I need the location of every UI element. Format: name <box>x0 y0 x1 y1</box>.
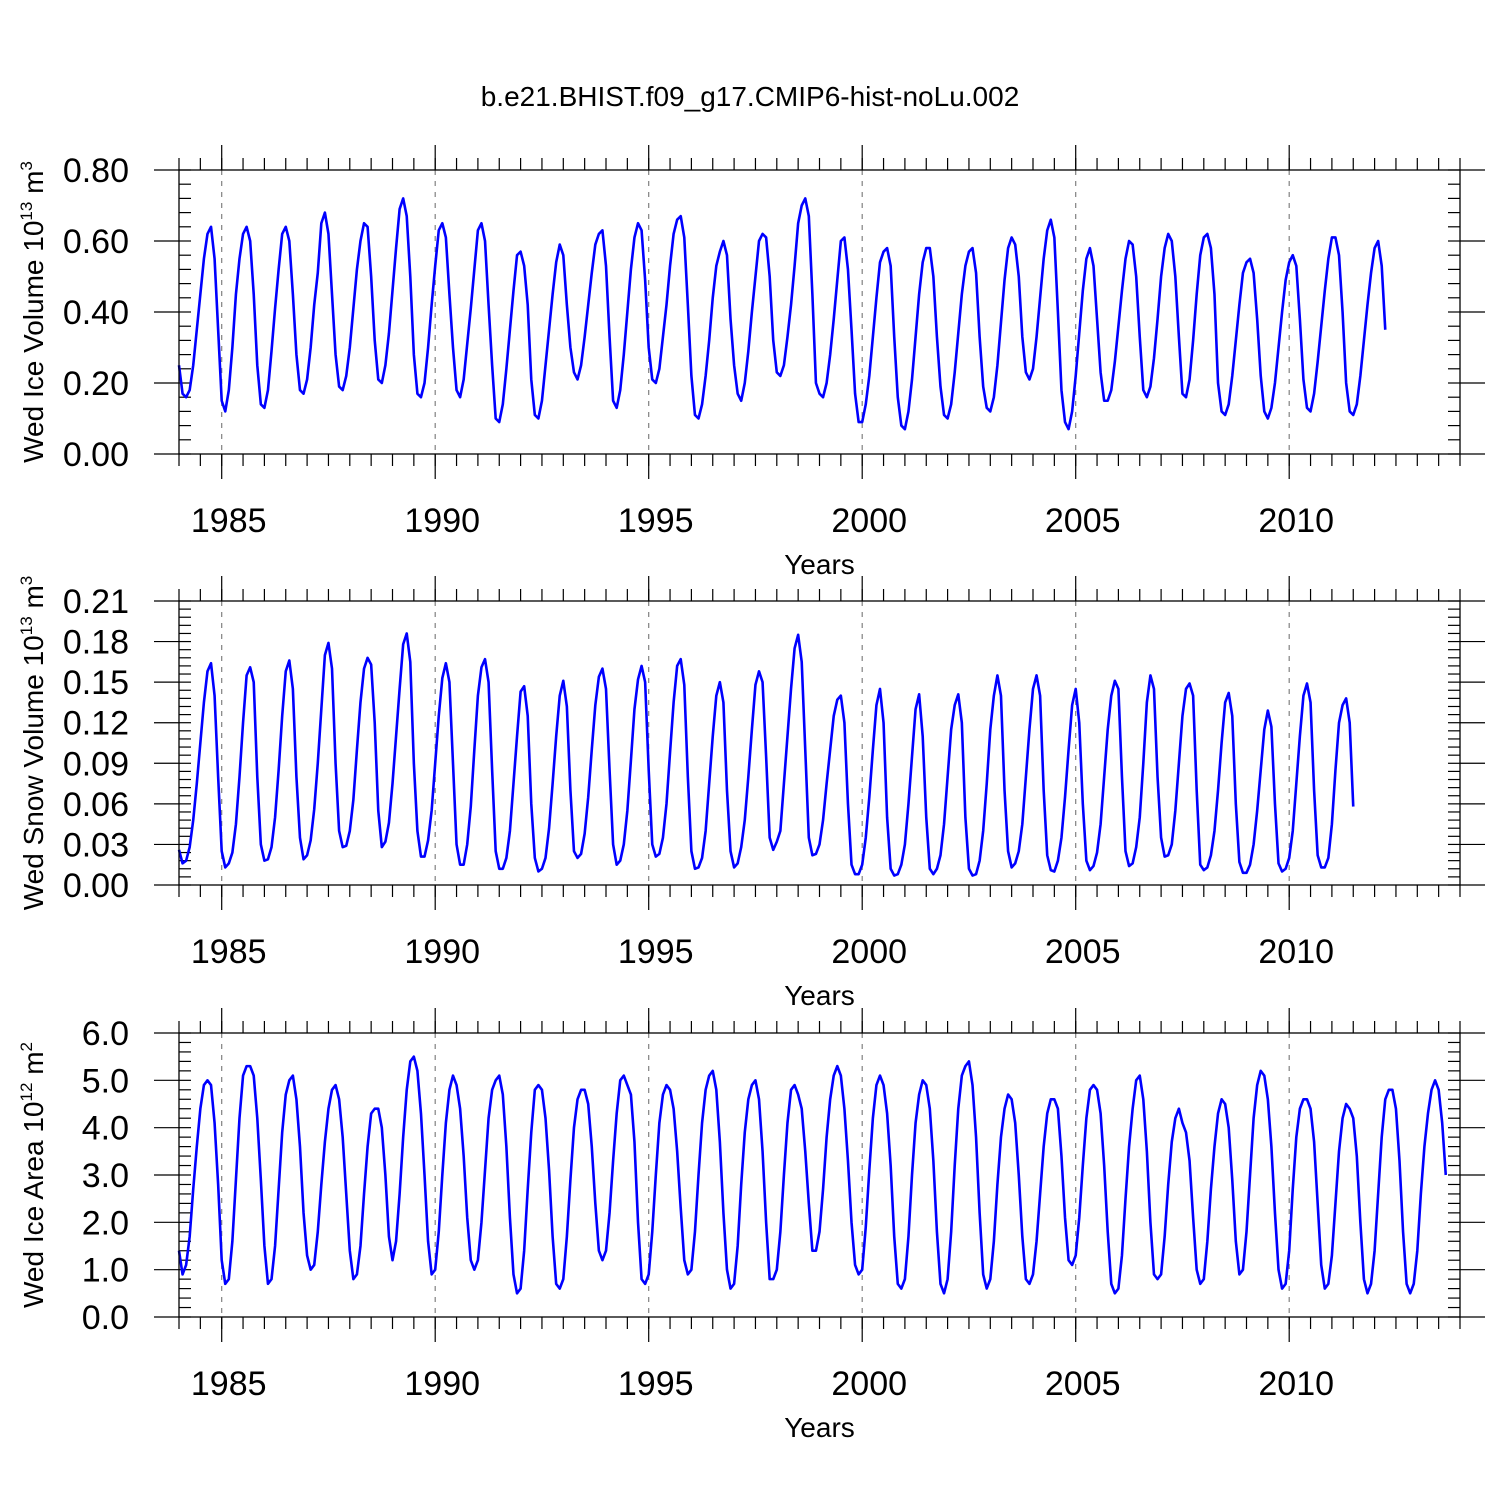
y-axis-title: Wed Ice Area 1012 m2 <box>17 1042 49 1308</box>
series-line-ice-area: Wed Ice Area <box>177 1055 1448 1295</box>
y-axis-title-part: Wed Ice Volume <box>18 252 49 463</box>
y-tick-label: 0.09 <box>63 745 129 783</box>
panel-snow-volume: 0.000.030.060.090.120.150.180.21 1985 1990… <box>17 576 1485 1011</box>
y-axis-title: Wed Snow Volume 1013 m3 <box>17 576 49 911</box>
y-tick-label: 0.60 <box>63 223 129 261</box>
y-tick-label: 6.0 <box>82 1015 129 1053</box>
panel-ice-area: 0.0 1.0 2.0 3.0 4.0 5.0 6.0 1985 1990 1995 2000 200… <box>17 1008 1485 1443</box>
x-axis-title: Years <box>784 1412 855 1443</box>
y-axis-title-part: 10 <box>18 635 49 666</box>
y-axis-title-part: 13 <box>17 202 36 221</box>
y-axis-title-part: 13 <box>17 616 36 635</box>
panel-ice-volume: 0.00 0.20 0.40 0.60 0.80 1985 1990 1995 2000 2005… <box>17 145 1485 580</box>
y-axis-title-part: 10 <box>18 1101 49 1132</box>
plot-frame <box>178 1032 1461 1318</box>
x-tick-label: 2010 <box>1258 933 1334 971</box>
y-tick-label: 0.12 <box>63 705 129 743</box>
y-axis-title-part: m <box>18 585 49 616</box>
y-axis-title-part: 10 <box>18 221 49 252</box>
y-axis-title-part: Wed Snow Volume <box>18 666 49 910</box>
x-tick-label: 1985 <box>191 1365 267 1403</box>
y-tick-label: 5.0 <box>82 1062 129 1100</box>
y-tick-label: 0.20 <box>63 365 129 403</box>
plot-frame <box>178 600 1461 886</box>
x-tick-label: 2005 <box>1045 933 1121 971</box>
panels: 0.00 0.20 0.40 0.60 0.80 1985 1990 1995 2000 2005… <box>17 145 1485 1443</box>
y-axis-title-part: 3 <box>17 576 36 585</box>
y-tick-label: 0.80 <box>63 152 129 190</box>
figure-title: b.e21.BHIST.f09_g17.CMIP6-hist-noLu.002 <box>481 81 1020 112</box>
y-tick-label: 0.15 <box>63 664 129 702</box>
y-tick-label: 0.00 <box>63 867 129 905</box>
y-tick-label: 0.03 <box>63 826 129 864</box>
series-line-ice-volume: Wed Ice Volume <box>177 197 1387 431</box>
x-tick-label: 2005 <box>1045 1365 1121 1403</box>
x-tick-label: 1995 <box>618 502 694 540</box>
x-tick-label: 1995 <box>618 1365 694 1403</box>
y-tick-label: 1.0 <box>82 1252 129 1290</box>
x-tick-label: 2000 <box>831 502 907 540</box>
y-tick-label: 0.00 <box>63 436 129 474</box>
x-tick-label: 1985 <box>191 502 267 540</box>
plot-frame <box>178 169 1461 455</box>
y-axis-title: Wed Ice Volume 1013 m3 <box>17 161 49 463</box>
y-axis-title-part: Wed Ice Area <box>18 1133 49 1308</box>
x-axis-title: Years <box>784 980 855 1011</box>
y-tick-label: 3.0 <box>82 1157 129 1195</box>
x-tick-label: 1990 <box>404 502 480 540</box>
x-tick-label: 2010 <box>1258 502 1334 540</box>
x-axis-title: Years <box>784 549 855 580</box>
x-tick-label: 1990 <box>404 933 480 971</box>
x-tick-label: 2010 <box>1258 1365 1334 1403</box>
y-axis-title-part: 2 <box>17 1042 36 1051</box>
x-tick-label: 2005 <box>1045 502 1121 540</box>
y-axis-title-part: m <box>18 1051 49 1082</box>
x-tick-label: 2000 <box>831 1365 907 1403</box>
y-tick-label: 4.0 <box>82 1110 129 1148</box>
series-line-snow-volume: Wed Snow Volume <box>177 632 1355 877</box>
x-tick-label: 2000 <box>831 933 907 971</box>
y-tick-label: 2.0 <box>82 1204 129 1242</box>
y-tick-label: 0.18 <box>63 624 129 662</box>
y-axis-title-part: 3 <box>17 161 36 170</box>
y-axis-title-part: m <box>18 171 49 202</box>
x-tick-label: 1995 <box>618 933 694 971</box>
y-tick-label: 0.40 <box>63 294 129 332</box>
y-axis-title-part: 12 <box>17 1083 36 1102</box>
y-tick-label: 0.0 <box>82 1299 129 1337</box>
x-tick-label: 1990 <box>404 1365 480 1403</box>
y-tick-label: 0.06 <box>63 786 129 824</box>
x-tick-label: 1985 <box>191 933 267 971</box>
y-tick-label: 0.21 <box>63 583 129 621</box>
